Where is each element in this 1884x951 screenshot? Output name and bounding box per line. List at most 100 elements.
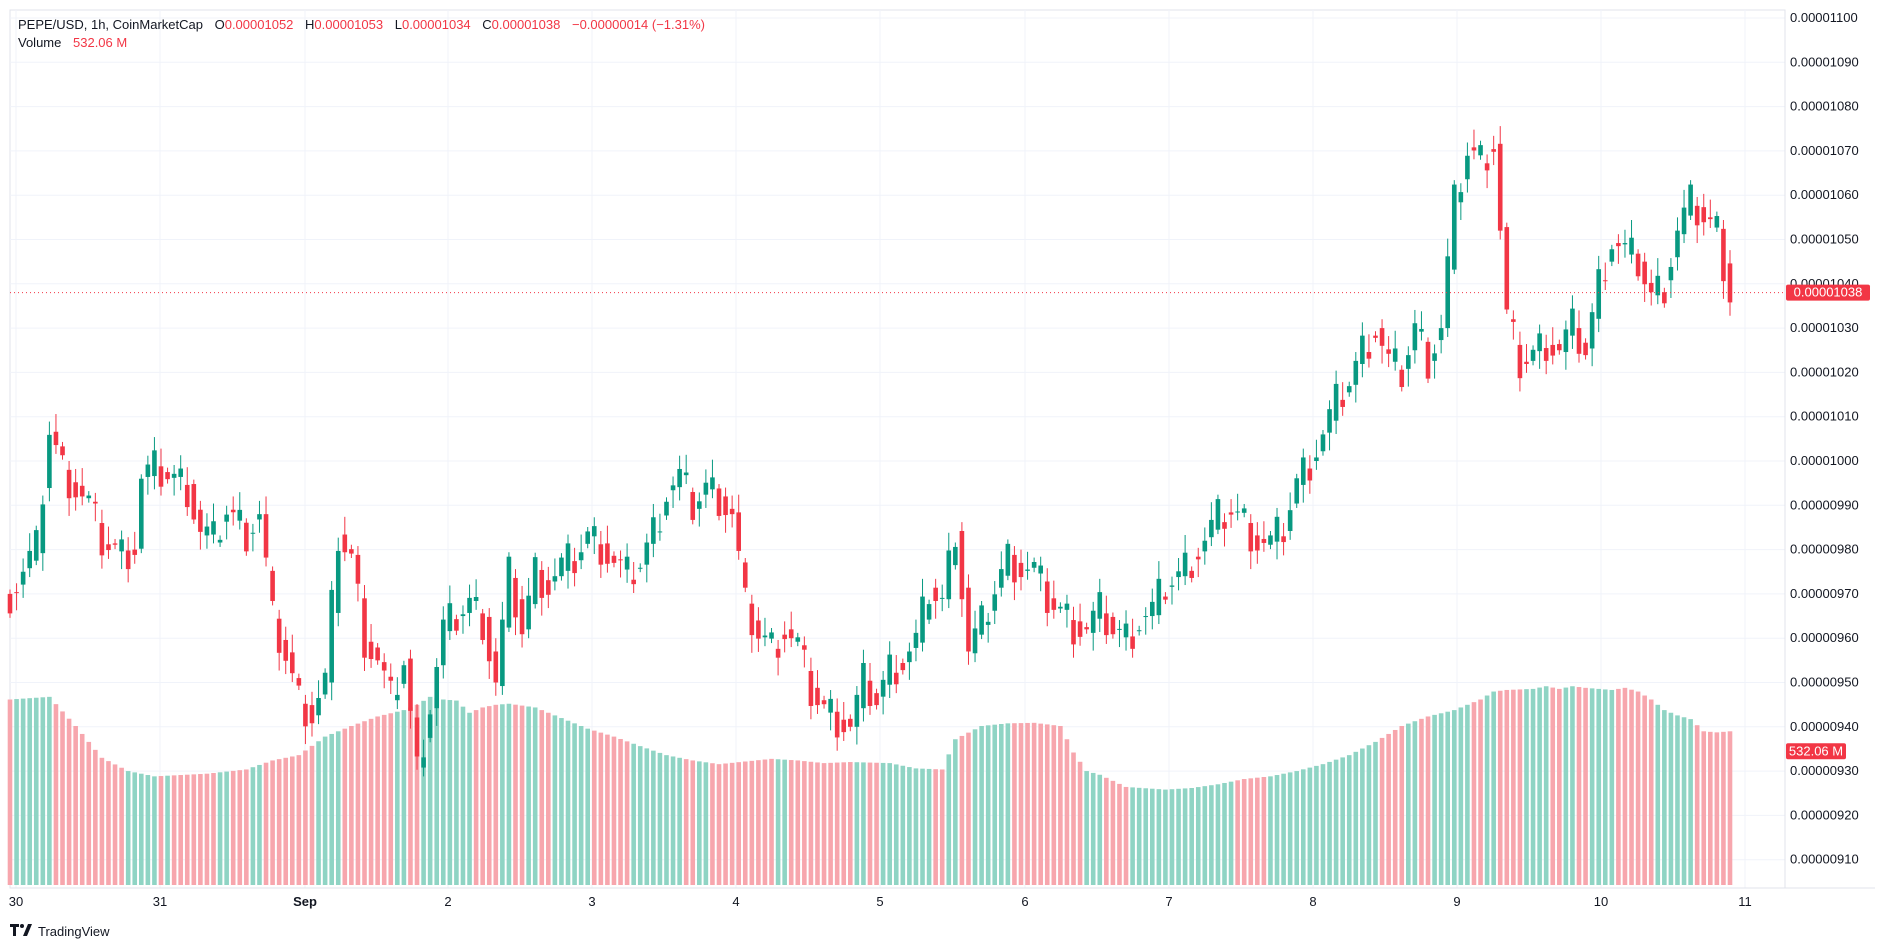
volume-bar [1721, 731, 1726, 885]
volume-bar [99, 757, 105, 885]
volume-bar [1360, 748, 1365, 885]
volume-bar [900, 765, 906, 885]
candle-body [408, 658, 413, 711]
volume-bar [834, 762, 840, 885]
volume-bar [132, 772, 138, 885]
volume-bar [1149, 788, 1155, 885]
volume-bar [795, 760, 801, 885]
volume-bar [276, 759, 282, 885]
volume-bar [139, 773, 144, 885]
volume-bar [1629, 689, 1634, 885]
volume-bar [1694, 725, 1700, 885]
volume-bar [388, 713, 394, 885]
time-tick-label: 9 [1453, 894, 1460, 909]
candle-body [1228, 512, 1234, 515]
volume-bar [546, 712, 551, 885]
volume-bar [559, 718, 564, 885]
volume-bar [1117, 783, 1122, 885]
volume-bar [1596, 688, 1601, 885]
volume-bar [788, 760, 794, 885]
volume-bar [1268, 776, 1273, 885]
volume-bar [1058, 726, 1063, 885]
volume-bar [631, 743, 636, 885]
candle-body [821, 700, 827, 705]
candle-body [1268, 535, 1273, 545]
volume-bar [1635, 691, 1641, 885]
candle-body [1596, 269, 1601, 319]
candle-body [86, 495, 92, 499]
candle-body [1182, 552, 1188, 577]
volume-bar [1307, 767, 1313, 885]
price-tick-label: 0.00001090 [1790, 54, 1859, 69]
candle-body [1071, 620, 1076, 645]
candle-body [152, 450, 157, 477]
candle-body [1209, 519, 1214, 538]
candle-body [769, 632, 774, 639]
volume-bar [677, 757, 682, 885]
candle-body [14, 592, 19, 594]
volume-bar [500, 704, 505, 885]
candle-body [125, 550, 131, 570]
candle-body [1517, 344, 1523, 379]
candle-body [657, 531, 663, 533]
volume-bar [926, 768, 932, 885]
price-tick-label: 0.00000930 [1790, 763, 1859, 778]
candle-body [926, 604, 932, 620]
candle-body [591, 526, 597, 537]
volume-bar [1432, 714, 1437, 885]
candle-body [966, 587, 971, 652]
volume-value: 532.06 M [73, 35, 128, 50]
volume-bar [802, 761, 807, 885]
candle-body [1255, 535, 1260, 551]
volume-bar [513, 704, 518, 885]
candle-body [834, 711, 840, 738]
candle-body [559, 557, 564, 577]
volume-bar [1320, 764, 1326, 885]
volume-bar [1655, 704, 1661, 885]
volume-bar [532, 707, 538, 885]
candle-body [1543, 348, 1549, 361]
volume-bar [1097, 774, 1103, 885]
volume-label[interactable]: Volume [18, 35, 62, 50]
candle-body [867, 680, 873, 706]
last-price-badge [1786, 284, 1870, 301]
branding[interactable]: TradingView [10, 924, 110, 939]
candle-body [79, 485, 85, 497]
candle-body [624, 556, 630, 570]
volume-bar [73, 726, 78, 885]
volume-bar [335, 731, 341, 885]
volume-bar [1589, 688, 1595, 885]
candle-body [1504, 227, 1510, 310]
low-label: L [394, 17, 402, 32]
candle-body [1143, 616, 1149, 618]
volume-bar [1110, 780, 1116, 885]
price-tick-label: 0.00001020 [1790, 364, 1859, 379]
volume-bar [60, 711, 65, 885]
candle-body [1635, 253, 1641, 277]
volume-bar [880, 762, 886, 885]
candle-body [999, 569, 1004, 588]
candle-body [47, 434, 52, 489]
symbol-label[interactable]: PEPE/USD, 1h, CoinMarketCap [18, 17, 203, 32]
volume-bar [690, 760, 696, 885]
candle-body [959, 530, 965, 600]
volume-bar [1583, 687, 1588, 885]
candle-body [1425, 341, 1431, 379]
last-volume-label: 532.06 M [1789, 743, 1843, 758]
volume-bar [1714, 732, 1720, 885]
volume-bar [946, 754, 952, 885]
volume-bar [697, 761, 702, 885]
candle-body [1386, 349, 1391, 354]
volume-bar [342, 728, 348, 885]
volume-bar [1064, 739, 1070, 885]
volume-bar [198, 774, 203, 885]
volume-bar [427, 696, 433, 885]
volume-bar [316, 741, 321, 885]
candle-body [1130, 636, 1135, 649]
volume-bar [421, 700, 426, 885]
volume-bar [27, 698, 32, 885]
volume-bar [414, 704, 420, 885]
volume-bar [1031, 722, 1037, 885]
